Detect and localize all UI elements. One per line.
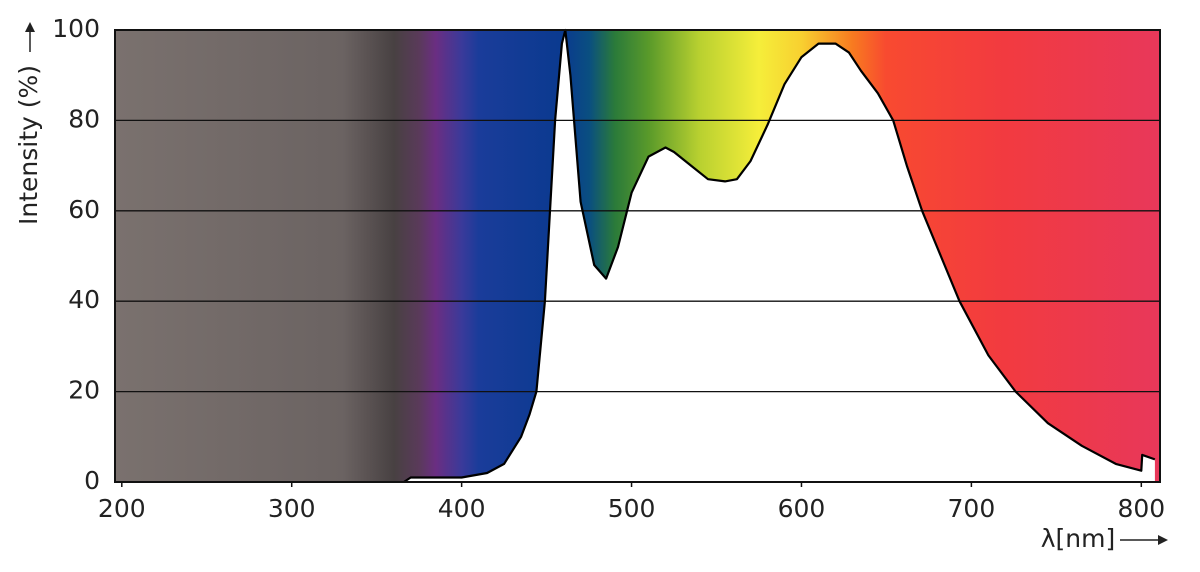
x-tick-label: 300 (268, 494, 316, 523)
y-axis-label: Intensity (%) (14, 65, 43, 225)
y-tick-label: 60 (68, 195, 100, 224)
plot-frame (114, 29, 1161, 483)
x-tick-label: 800 (1117, 494, 1165, 523)
y-tick-label: 20 (68, 376, 100, 405)
x-tick-label: 700 (948, 494, 996, 523)
y-axis-arrowhead (25, 22, 35, 32)
x-tick-label: 500 (608, 494, 656, 523)
x-tick-label: 600 (778, 494, 826, 523)
area-fill (403, 30, 1155, 482)
x-tick-label: 200 (98, 494, 146, 523)
x-axis-label: λ[nm] (1041, 524, 1116, 553)
y-tick-label: 80 (68, 104, 100, 133)
y-tick-label: 0 (84, 466, 100, 495)
y-tick-label: 100 (52, 14, 100, 43)
x-tick-label: 400 (438, 494, 486, 523)
spectrum-line (403, 28, 1156, 483)
y-tick-label: 40 (68, 285, 100, 314)
x-axis-arrowhead (1158, 535, 1168, 545)
